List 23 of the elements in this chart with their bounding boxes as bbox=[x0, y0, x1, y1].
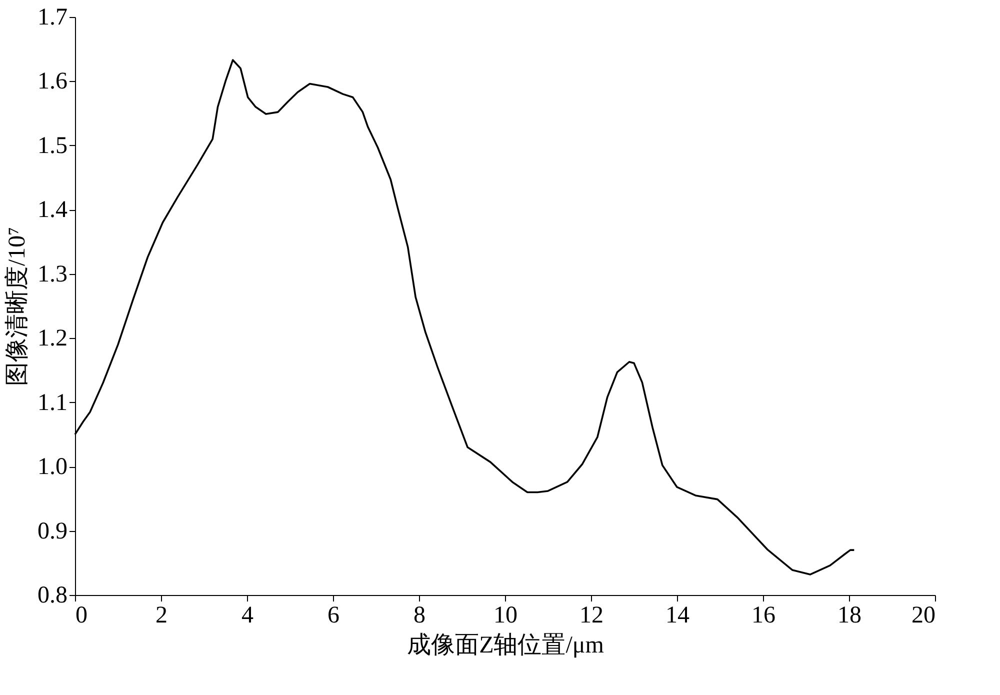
x-tick-label: 10 bbox=[494, 602, 518, 628]
x-tick-label: 0 bbox=[76, 602, 88, 628]
y-tick-label: 1.4 bbox=[38, 197, 68, 224]
x-tick-label: 18 bbox=[838, 602, 862, 628]
y-tick-label: 1.3 bbox=[38, 261, 68, 288]
y-axis-title: 图像清晰度/10⁷ bbox=[4, 226, 30, 386]
y-tick-label: 1.1 bbox=[38, 390, 68, 416]
x-tick-label: 2 bbox=[156, 602, 168, 628]
y-tick-label: 1.6 bbox=[38, 68, 68, 95]
y-tick-label: 1.5 bbox=[38, 132, 68, 159]
y-tick-label: 1.2 bbox=[38, 326, 68, 352]
x-tick-label: 20 bbox=[912, 602, 936, 628]
x-tick-label: 6 bbox=[328, 602, 340, 628]
y-tick-label: 1.0 bbox=[38, 454, 68, 480]
y-tick-label: 0.9 bbox=[38, 518, 68, 544]
y-tick-label: 1.7 bbox=[38, 4, 68, 30]
y-tick-label: 0.8 bbox=[38, 582, 68, 608]
x-axis-title: 成像面Z轴位置/μm bbox=[407, 632, 604, 658]
x-tick-label: 12 bbox=[580, 602, 604, 628]
x-tick-label: 8 bbox=[414, 602, 426, 628]
x-tick-label: 14 bbox=[666, 602, 690, 628]
x-tick-label: 4 bbox=[242, 602, 254, 628]
x-tick-label: 16 bbox=[752, 602, 776, 628]
